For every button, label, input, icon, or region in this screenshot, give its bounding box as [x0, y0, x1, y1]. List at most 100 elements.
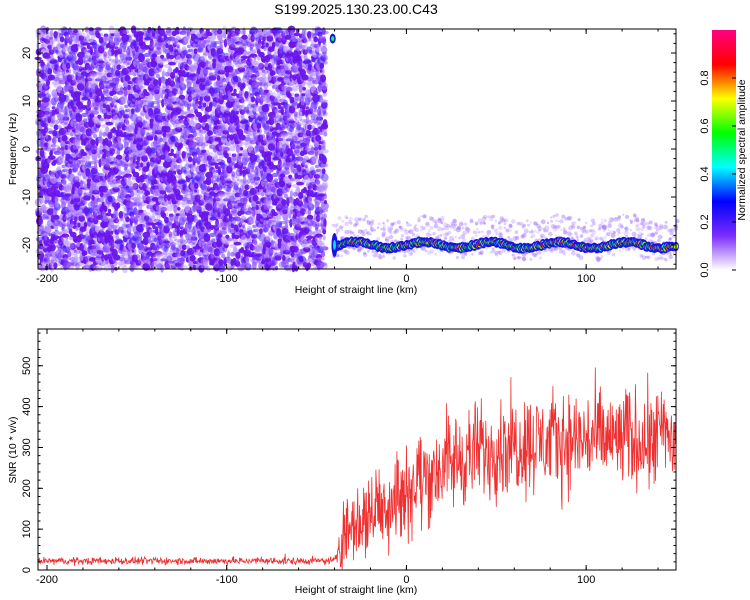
- heatmap-cell: [115, 175, 123, 180]
- heatmap-cell: [153, 135, 158, 141]
- heatmap-cell: [49, 36, 53, 40]
- heatmap-cell: [250, 96, 256, 103]
- heatmap-cell: [54, 200, 60, 208]
- heatmap-cell: [48, 259, 55, 265]
- heatmap-cell: [44, 172, 48, 178]
- heatmap-cell: [61, 164, 66, 169]
- heatmap-cell: [56, 102, 60, 112]
- heatmap-cell: [134, 254, 140, 259]
- heatmap-cell: [48, 243, 56, 252]
- heatmap-cell: [44, 224, 51, 229]
- heatmap-cell: [114, 55, 119, 64]
- heatmap-cell: [50, 213, 55, 221]
- heatmap-cell: [50, 54, 54, 62]
- heatmap-cell: [108, 25, 115, 34]
- heatmap-cell: [57, 110, 64, 115]
- chart-title: S199.2025.130.23.00.C43: [274, 1, 438, 17]
- heatmap-cell: [105, 126, 110, 133]
- heatmap-cell: [61, 168, 69, 173]
- heatmap-cell: [53, 31, 58, 39]
- heatmap-cell: [253, 262, 258, 267]
- heatmap-cell: [211, 238, 216, 243]
- heatmap-cell: [168, 66, 172, 73]
- heatmap-cell: [52, 115, 56, 124]
- heatmap-cell: [170, 148, 174, 154]
- heatmap-cell: [65, 236, 69, 240]
- heatmap-cell: [59, 108, 65, 113]
- heatmap-cell: [110, 230, 114, 235]
- heatmap-cell: [41, 43, 47, 48]
- heatmap-cell: [272, 91, 276, 95]
- heatmap-cell: [238, 159, 242, 166]
- heatmap-cell: [125, 216, 130, 223]
- heatmap-cell: [177, 207, 181, 211]
- heatmap-cell: [63, 95, 69, 99]
- heatmap-cell: [62, 178, 67, 186]
- heatmap-cell: [47, 95, 51, 102]
- heatmap-cell: [81, 31, 85, 35]
- heatmap-cell: [60, 247, 65, 256]
- heatmap-cell: [253, 112, 257, 117]
- heatmap-cell: [274, 260, 278, 265]
- heatmap-cell: [220, 37, 223, 43]
- heatmap-cell: [55, 240, 59, 244]
- heatmap-cell: [146, 140, 150, 145]
- heatmap-cell: [290, 92, 294, 97]
- heatmap-cell: [235, 110, 239, 115]
- heatmap-cell: [69, 242, 76, 250]
- heatmap-cell: [66, 117, 70, 121]
- heatmap-cell: [68, 51, 74, 56]
- heatmap-cell: [253, 56, 257, 60]
- heatmap-cell: [54, 229, 60, 236]
- heatmap-cell: [260, 134, 266, 139]
- heatmap-cell: [283, 170, 290, 175]
- heatmap-cell: [39, 59, 44, 63]
- heatmap-cell: [197, 194, 203, 199]
- heatmap-cell: [45, 132, 49, 139]
- heatmap-cell: [48, 205, 54, 212]
- heatmap-cell: [181, 61, 188, 66]
- heatmap-cell: [253, 238, 258, 246]
- heatmap-cell: [68, 168, 72, 175]
- heatmap-cell: [49, 49, 55, 55]
- heatmap-cell: [128, 232, 132, 237]
- heatmap-cell: [68, 85, 74, 94]
- heatmap-cell: [169, 213, 175, 221]
- heatmap-cell: [56, 118, 60, 124]
- heatmap-cell: [232, 153, 238, 161]
- heatmap-cell: [216, 75, 221, 81]
- heatmap-cell: [59, 89, 67, 94]
- heatmap-cell: [93, 162, 98, 169]
- heatmap-cell: [37, 132, 42, 140]
- heatmap-cell: [57, 122, 62, 128]
- heatmap-cell: [115, 154, 123, 160]
- heatmap-cell: [43, 174, 51, 181]
- heatmap-cell: [54, 195, 59, 204]
- heatmap-cell: [125, 142, 130, 147]
- heatmap-cell: [50, 38, 55, 45]
- heatmap-cell: [51, 106, 56, 110]
- heatmap-cell: [64, 141, 70, 145]
- heatmap-cell: [165, 212, 169, 217]
- heatmap-cell: [52, 235, 61, 240]
- heatmap-cell: [254, 155, 260, 159]
- heatmap-cell: [239, 147, 244, 151]
- heatmap-cell: [55, 250, 60, 259]
- heatmap-cell: [53, 214, 60, 220]
- heatmap-cell: [282, 255, 286, 261]
- heatmap-cell: [35, 82, 42, 88]
- heatmap-cell: [53, 76, 61, 82]
- heatmap-cell: [191, 215, 197, 219]
- heatmap-cell: [219, 42, 223, 49]
- heatmap-cell: [66, 262, 74, 267]
- heatmap-cell: [284, 222, 289, 229]
- heatmap-cell: [178, 149, 182, 158]
- heatmap-cell: [55, 251, 60, 255]
- heatmap-cell: [53, 124, 59, 131]
- heatmap-cell: [63, 257, 72, 261]
- heatmap-cell: [258, 128, 262, 134]
- heatmap-cell: [275, 228, 282, 232]
- heatmap-cell: [190, 116, 194, 120]
